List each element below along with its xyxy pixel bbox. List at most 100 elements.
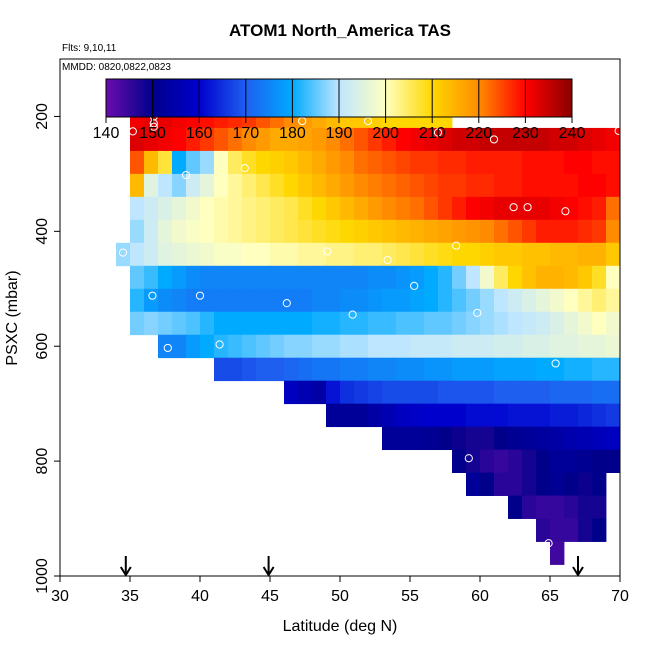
heatmap-cell <box>508 403 523 428</box>
heatmap-cell <box>382 288 397 313</box>
heatmap-cell <box>354 311 369 336</box>
heatmap-cell <box>620 243 634 266</box>
heatmap-cell <box>298 196 313 221</box>
heatmap-cell <box>466 403 481 428</box>
observation-point <box>128 127 137 136</box>
heatmap-cell <box>158 127 173 152</box>
heatmap-cell <box>270 242 285 267</box>
heatmap-cell <box>368 173 383 198</box>
heatmap-cell <box>270 127 285 152</box>
heatmap-cell <box>130 219 145 244</box>
x-tick-label: 30 <box>51 588 69 605</box>
heatmap-cell <box>494 380 509 405</box>
heatmap-cell <box>452 219 467 244</box>
heatmap-cell <box>606 219 620 244</box>
heatmap-cell <box>424 380 439 405</box>
observation-point <box>163 343 172 353</box>
heatmap-cell <box>536 150 551 175</box>
heatmap-cell <box>620 335 634 358</box>
heatmap-cell <box>578 518 593 542</box>
heatmap-cell <box>536 449 551 473</box>
heatmap-cell <box>172 127 187 152</box>
heatmap-cell <box>536 196 551 221</box>
heatmap-cell <box>298 357 313 382</box>
heatmap-cell <box>214 265 229 290</box>
heatmap-cell <box>410 127 425 152</box>
heatmap-cell <box>606 380 620 405</box>
heatmap-cell <box>340 127 355 152</box>
colorbar-tick-label: 160 <box>186 125 213 142</box>
colorbar: 140 150 160 170 180 190 200 210 220 230 240 <box>93 78 585 142</box>
heatmap-cell <box>270 219 285 244</box>
heatmap-cell <box>410 380 425 405</box>
heatmap-cell <box>200 173 215 198</box>
heatmap-cell <box>494 127 509 152</box>
heatmap-cell <box>578 403 593 428</box>
heatmap-cell <box>214 242 229 267</box>
heatmap-cell <box>466 196 481 221</box>
heatmap-cell <box>382 265 397 290</box>
heatmap-cell <box>312 311 327 336</box>
heatmap-cell <box>172 334 187 359</box>
heatmap-cell <box>340 173 355 198</box>
heatmap-cell <box>368 288 383 313</box>
heatmap-cell <box>424 426 439 451</box>
heatmap-cell <box>312 173 327 198</box>
heatmap-cell <box>312 357 327 382</box>
heatmap-cell <box>480 403 495 428</box>
heatmap-cell <box>480 311 495 336</box>
heatmap-cell <box>452 357 467 382</box>
heatmap-cell <box>242 219 257 244</box>
heatmap-cell <box>466 265 481 290</box>
heatmap-cell <box>438 380 453 405</box>
heatmap-cell <box>550 150 565 175</box>
observation-point <box>148 291 157 300</box>
heatmap-cell <box>284 127 299 152</box>
heatmap-cell <box>438 150 453 175</box>
heatmap-cell <box>494 426 509 451</box>
heatmap-cell <box>508 265 523 290</box>
heatmap-cell <box>522 150 537 175</box>
heatmap-cell <box>508 173 523 198</box>
heatmap-cell <box>536 426 551 451</box>
heatmap-cell <box>592 219 607 244</box>
heatmap-cell <box>200 265 215 290</box>
heatmap-cell <box>382 196 397 221</box>
heatmap-cell <box>438 265 453 290</box>
heatmap-cell <box>592 472 607 496</box>
heatmap-cell <box>508 472 523 496</box>
heatmap-cell <box>256 150 271 175</box>
heatmap-cell <box>284 196 299 221</box>
heatmap-cell <box>200 150 215 175</box>
heatmap-cell <box>550 173 565 198</box>
heatmap-cell <box>508 127 523 152</box>
y-axis: 200 400 600 800 1000 <box>34 103 60 594</box>
heatmap-cell <box>284 311 299 336</box>
heatmap-cell <box>256 242 271 267</box>
heatmap-cell <box>438 357 453 382</box>
heatmap-cell <box>606 127 620 152</box>
heatmap-cell <box>396 265 411 290</box>
heatmap-cell <box>312 265 327 290</box>
heatmap-cell <box>620 381 634 404</box>
heatmap-cell <box>200 196 215 221</box>
heatmap-cell <box>410 242 425 267</box>
heatmap-cell <box>256 196 271 221</box>
observation-point <box>464 454 473 463</box>
observation-point <box>149 122 158 131</box>
heatmap-cell <box>228 219 243 244</box>
heatmap-cell <box>298 380 313 405</box>
heatmap-cell <box>592 449 607 473</box>
heatmap-cell <box>368 265 383 290</box>
heatmap-cell <box>242 196 257 221</box>
y-tick-label: 400 <box>34 218 51 245</box>
heatmap-cell <box>592 127 607 152</box>
y-tick-label: 1000 <box>34 558 51 594</box>
heatmap-cell <box>410 265 425 290</box>
heatmap-cell <box>326 150 341 175</box>
heatmap-cell <box>522 173 537 198</box>
heatmap-cell <box>438 173 453 198</box>
heatmap-cell <box>564 426 579 451</box>
heatmap-cell <box>354 173 369 198</box>
